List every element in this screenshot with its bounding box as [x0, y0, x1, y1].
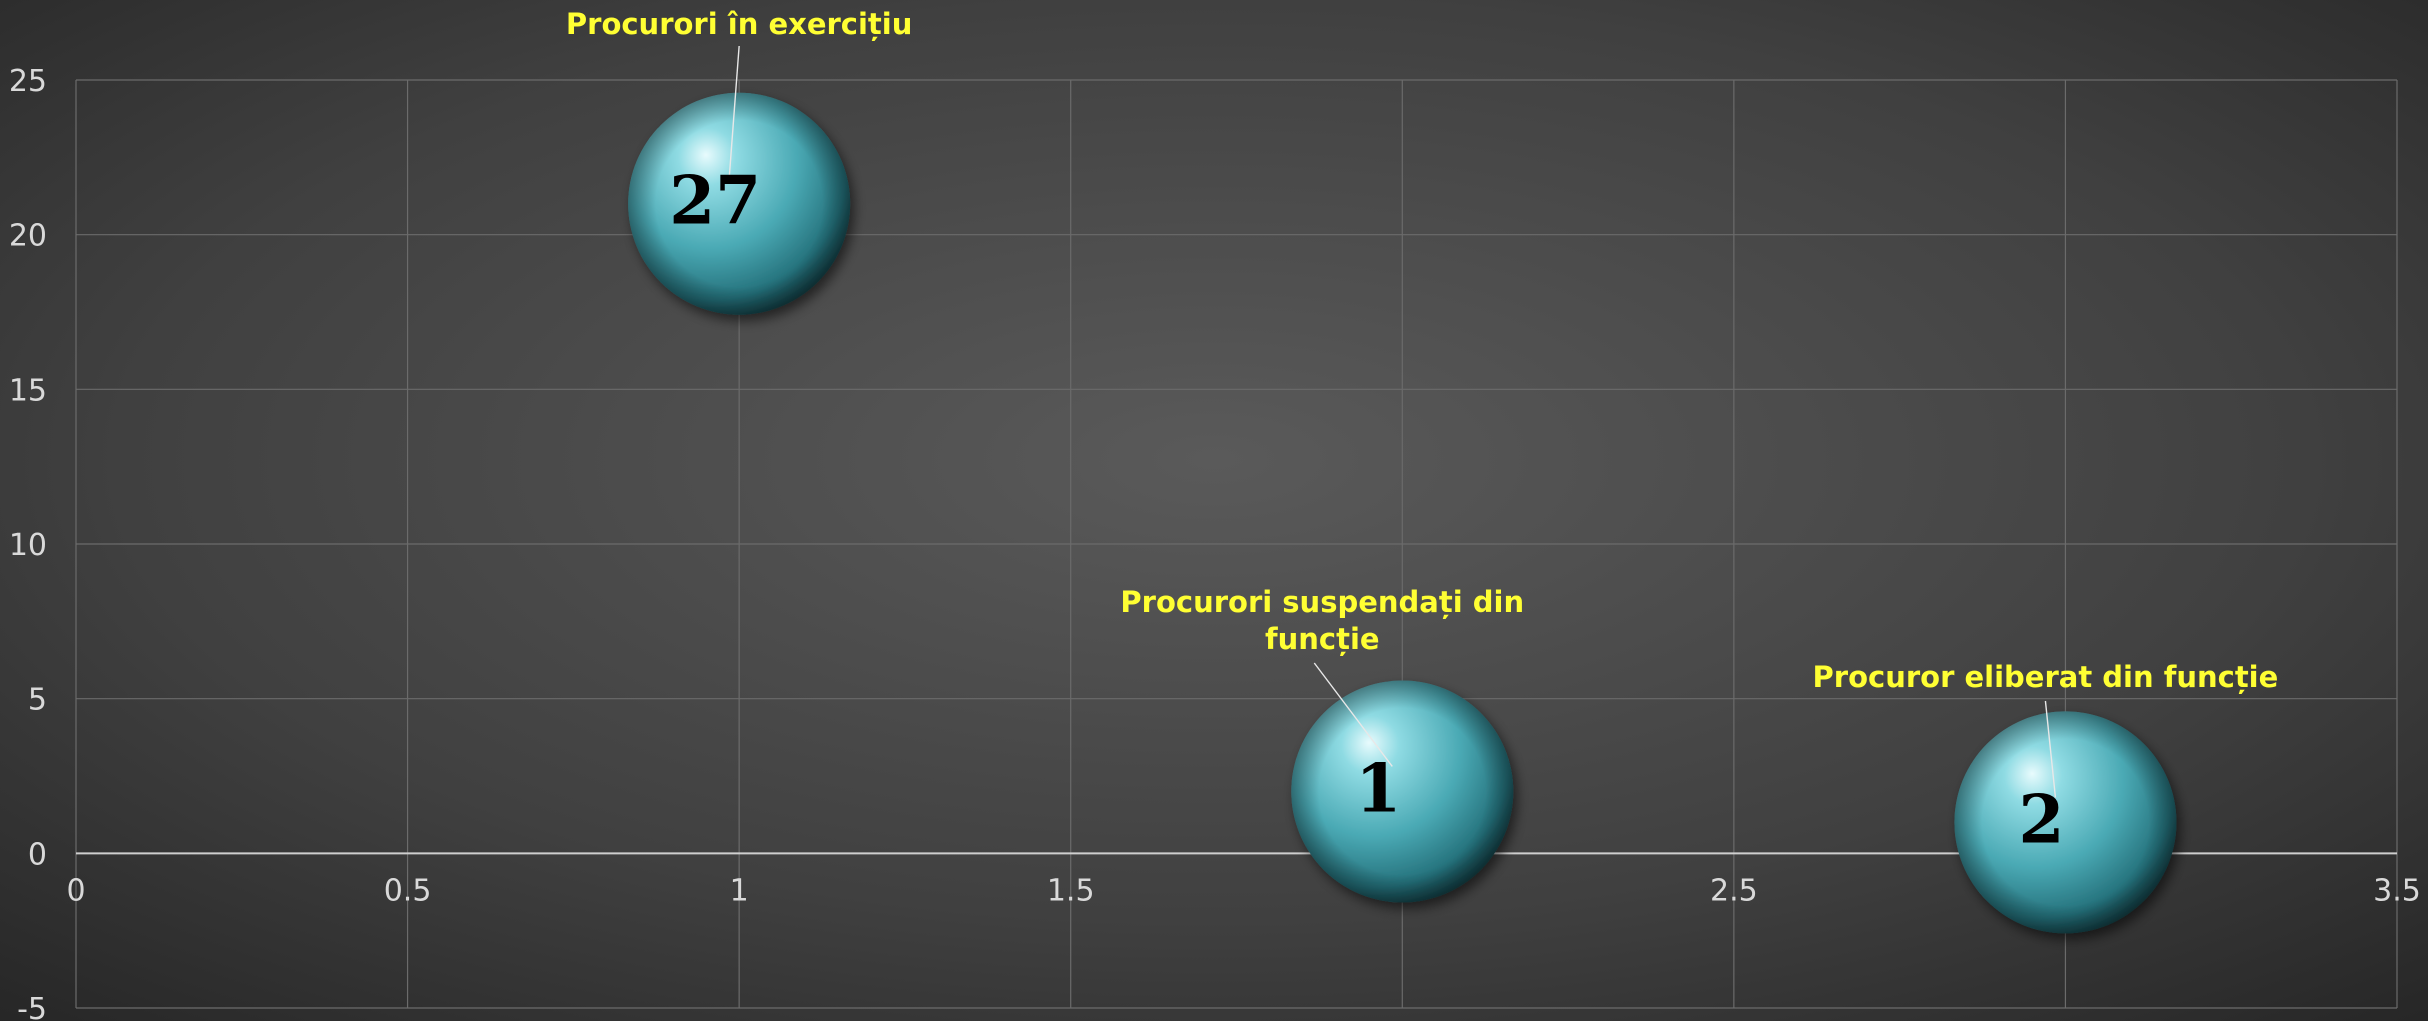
y-tick-label: 5 [28, 683, 47, 718]
label-leader-line [1313, 662, 1393, 767]
label-leader-line [728, 45, 740, 179]
bubble-category-label: Procurori suspendați din [1120, 585, 1524, 619]
bubble-shade [1954, 711, 2177, 934]
bubble-value-label: 2 [2018, 780, 2064, 858]
bubble-shade [628, 92, 851, 315]
x-tick-label: 3.5 [2373, 873, 2421, 908]
bubble-category-label: Procurori în exercițiu [566, 7, 913, 41]
bubble-value-label: 27 [669, 162, 761, 240]
bubble-point: Procuror eliberat din funcție 2 [1813, 660, 2279, 934]
y-tick-label: 0 [28, 837, 47, 872]
x-tick-label: 1.5 [1047, 873, 1095, 908]
x-tick-label: 2.5 [1710, 873, 1758, 908]
y-tick-label: 15 [9, 373, 47, 408]
label-leader-line [2044, 700, 2057, 798]
x-tick-label: 1 [730, 873, 749, 908]
bubble-shade [1291, 680, 1514, 903]
bubble-point: Procurori în exercițiu 27 [566, 7, 913, 315]
y-tick-label: -5 [17, 992, 47, 1021]
y-tick-label: 20 [9, 219, 47, 254]
y-tick-label: 10 [9, 528, 47, 563]
x-tick-label: 0 [66, 873, 85, 908]
y-tick-label: 25 [9, 64, 47, 99]
bubble-category-label: Procuror eliberat din funcție [1813, 660, 2279, 694]
bubble-category-label: funcție [1265, 622, 1380, 656]
bubble-value-label: 1 [1355, 749, 1401, 827]
data-points: Procurori în exercițiu 27 Procurori suspen… [566, 7, 2279, 934]
x-tick-label: 0.5 [384, 873, 432, 908]
